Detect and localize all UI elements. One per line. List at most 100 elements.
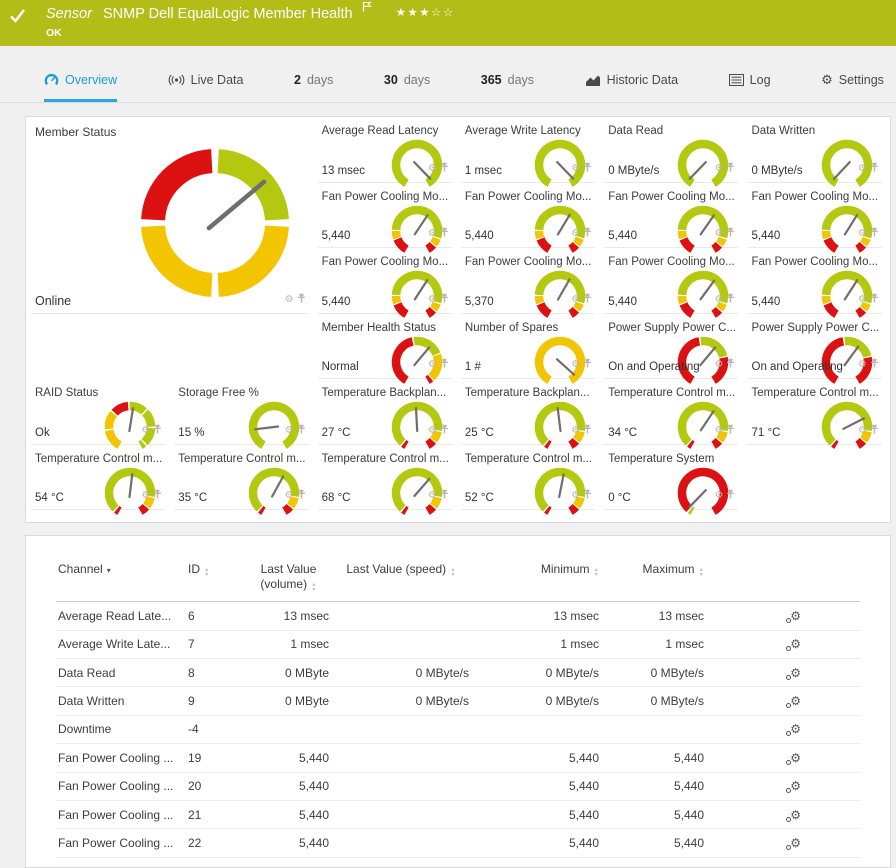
tab-30-days[interactable]: 30 days bbox=[384, 73, 430, 102]
pin-icon[interactable] bbox=[297, 487, 306, 505]
gear-icon[interactable]: ⚙ bbox=[284, 293, 294, 305]
gauge-temp-control-5[interactable]: Temperature Control m... 68 °C ⚙ bbox=[317, 450, 452, 515]
pin-icon[interactable] bbox=[870, 291, 879, 309]
gear-icon[interactable]: ⚙ bbox=[427, 359, 437, 370]
tab-historic-data[interactable]: Historic Data bbox=[585, 73, 678, 102]
gauge-fan-8[interactable]: Fan Power Cooling Mo... 5,440 ⚙ bbox=[747, 253, 882, 318]
gear-icon[interactable]: ⚙ bbox=[857, 293, 867, 305]
cell-channel[interactable]: Fan Power Cooling ... bbox=[58, 779, 174, 794]
column-header-id[interactable]: ID ▲ ▼ bbox=[188, 562, 210, 578]
pin-icon[interactable] bbox=[583, 225, 592, 243]
gear-icon[interactable]: ⚙ bbox=[427, 228, 437, 239]
edit-channel-icon[interactable]: ⚙ bbox=[786, 694, 801, 709]
tab-2-days[interactable]: 2 days bbox=[294, 73, 333, 102]
pin-icon[interactable] bbox=[153, 422, 162, 440]
edit-channel-icon[interactable]: ⚙ bbox=[786, 807, 801, 822]
pin-icon[interactable] bbox=[726, 225, 735, 243]
pin-icon[interactable] bbox=[297, 422, 306, 440]
gauge-avg-write-latency[interactable]: Average Write Latency 1 msec ⚙ bbox=[460, 122, 596, 187]
gauge-number-of-spares[interactable]: Number of Spares 1 # ⚙ bbox=[460, 319, 596, 384]
pin-icon[interactable] bbox=[726, 356, 735, 374]
edit-channel-icon[interactable]: ⚙ bbox=[786, 637, 801, 652]
gear-icon[interactable]: ⚙ bbox=[571, 490, 581, 501]
pin-icon[interactable] bbox=[726, 291, 735, 309]
gauge-data-written[interactable]: Data Written 0 MByte/s ⚙ bbox=[747, 122, 882, 187]
gear-icon[interactable]: ⚙ bbox=[427, 293, 437, 305]
gauge-temp-system[interactable]: Temperature System 0 °C ⚙ bbox=[604, 450, 739, 515]
gauge-fan-6[interactable]: Fan Power Cooling Mo... 5,370 ⚙ bbox=[460, 253, 596, 318]
gear-icon[interactable]: ⚙ bbox=[857, 228, 867, 239]
gauge-temp-backplane-1[interactable]: Temperature Backplan... 27 °C ⚙ bbox=[317, 384, 452, 449]
gear-icon[interactable]: ⚙ bbox=[284, 424, 294, 436]
gear-icon[interactable]: ⚙ bbox=[427, 490, 437, 501]
cell-channel[interactable]: Fan Power Cooling ... bbox=[58, 807, 174, 822]
pin-icon[interactable] bbox=[583, 487, 592, 505]
gear-icon[interactable]: ⚙ bbox=[141, 424, 151, 436]
edit-channel-icon[interactable]: ⚙ bbox=[786, 750, 801, 765]
edit-channel-icon[interactable]: ⚙ bbox=[786, 608, 801, 623]
gear-icon[interactable]: ⚙ bbox=[571, 424, 581, 436]
cell-channel[interactable]: Average Write Late... bbox=[58, 637, 171, 652]
cell-channel[interactable]: Data Written bbox=[58, 694, 125, 709]
gauge-temp-backplane-2[interactable]: Temperature Backplan... 25 °C ⚙ bbox=[460, 384, 596, 449]
tab-365-days[interactable]: 365 days bbox=[481, 73, 534, 102]
gauge-temp-control-3[interactable]: Temperature Control m... 54 °C ⚙ bbox=[31, 450, 166, 515]
gauge-fan-1[interactable]: Fan Power Cooling Mo... 5,440 ⚙ bbox=[317, 188, 452, 253]
tab-log[interactable]: Log bbox=[728, 73, 771, 102]
pin-icon[interactable] bbox=[583, 356, 592, 374]
pin-icon[interactable] bbox=[870, 422, 879, 440]
gear-icon[interactable]: ⚙ bbox=[857, 424, 867, 436]
pin-icon[interactable] bbox=[440, 356, 449, 374]
cell-channel[interactable]: Data Read bbox=[58, 665, 116, 680]
edit-channel-icon[interactable]: ⚙ bbox=[786, 779, 801, 794]
gear-icon[interactable]: ⚙ bbox=[714, 162, 724, 174]
column-header-last-value-speed-[interactable]: Last Value (speed) ▲ ▼ bbox=[346, 562, 456, 578]
gauge-fan-3[interactable]: Fan Power Cooling Mo... 5,440 ⚙ bbox=[604, 188, 739, 253]
pin-icon[interactable] bbox=[440, 291, 449, 309]
gauge-avg-read-latency[interactable]: Average Read Latency 13 msec ⚙ bbox=[317, 122, 452, 187]
pin-icon[interactable] bbox=[440, 422, 449, 440]
pin-icon[interactable] bbox=[583, 160, 592, 178]
gear-icon[interactable]: ⚙ bbox=[427, 162, 437, 174]
edit-channel-icon[interactable]: ⚙ bbox=[786, 722, 801, 737]
gauge-temp-control-2[interactable]: Temperature Control m... 71 °C ⚙ bbox=[747, 384, 882, 449]
edit-channel-icon[interactable]: ⚙ bbox=[786, 665, 801, 680]
gauge-fan-7[interactable]: Fan Power Cooling Mo... 5,440 ⚙ bbox=[604, 253, 739, 318]
edit-channel-icon[interactable]: ⚙ bbox=[786, 836, 801, 850]
gauge-data-read[interactable]: Data Read 0 MByte/s ⚙ bbox=[604, 122, 739, 187]
pin-icon[interactable] bbox=[870, 160, 879, 178]
gauge-storage-free[interactable]: Storage Free % 15 % ⚙ bbox=[174, 384, 309, 449]
gear-icon[interactable]: ⚙ bbox=[571, 228, 581, 239]
pin-icon[interactable] bbox=[153, 487, 162, 505]
gear-icon[interactable]: ⚙ bbox=[714, 424, 724, 436]
cell-channel[interactable]: Fan Power Cooling ... bbox=[58, 836, 174, 850]
gear-icon[interactable]: ⚙ bbox=[571, 359, 581, 370]
cell-channel[interactable]: Average Read Late... bbox=[58, 608, 172, 623]
tab-live-data[interactable]: Live Data bbox=[168, 73, 243, 102]
star-rating[interactable]: ★★★☆☆ bbox=[395, 7, 455, 19]
tab-overview[interactable]: Overview bbox=[44, 73, 118, 102]
gear-icon[interactable]: ⚙ bbox=[141, 490, 151, 501]
pin-icon[interactable] bbox=[297, 291, 306, 309]
cell-channel[interactable]: Downtime bbox=[58, 722, 112, 737]
pin-icon[interactable] bbox=[726, 422, 735, 440]
column-header-channel[interactable]: Channel ▾ bbox=[58, 562, 111, 576]
gear-icon[interactable]: ⚙ bbox=[857, 359, 867, 370]
flag-icon[interactable] bbox=[362, 0, 372, 16]
pin-icon[interactable] bbox=[726, 160, 735, 178]
gear-icon[interactable]: ⚙ bbox=[857, 162, 867, 174]
column-header-minimum[interactable]: Minimum ▲ ▼ bbox=[540, 562, 599, 578]
pin-icon[interactable] bbox=[440, 487, 449, 505]
gear-icon[interactable]: ⚙ bbox=[714, 228, 724, 239]
gear-icon[interactable]: ⚙ bbox=[571, 162, 581, 174]
pin-icon[interactable] bbox=[726, 487, 735, 505]
tab-settings[interactable]: ⚙ Settings bbox=[821, 73, 884, 102]
gear-icon[interactable]: ⚙ bbox=[714, 359, 724, 370]
cell-channel[interactable]: Fan Power Cooling ... bbox=[58, 750, 174, 765]
gauge-member-health[interactable]: Member Health Status Normal ⚙ bbox=[317, 319, 452, 384]
column-header-maximum[interactable]: Maximum ▲ ▼ bbox=[642, 562, 704, 578]
gauge-temp-control-6[interactable]: Temperature Control m... 52 °C ⚙ bbox=[460, 450, 596, 515]
pin-icon[interactable] bbox=[583, 291, 592, 309]
gauge-fan-2[interactable]: Fan Power Cooling Mo... 5,440 ⚙ bbox=[460, 188, 596, 253]
gear-icon[interactable]: ⚙ bbox=[714, 490, 724, 501]
